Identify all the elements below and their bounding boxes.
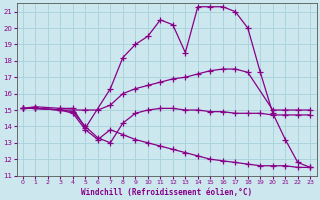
X-axis label: Windchill (Refroidissement éolien,°C): Windchill (Refroidissement éolien,°C) [81, 188, 252, 197]
